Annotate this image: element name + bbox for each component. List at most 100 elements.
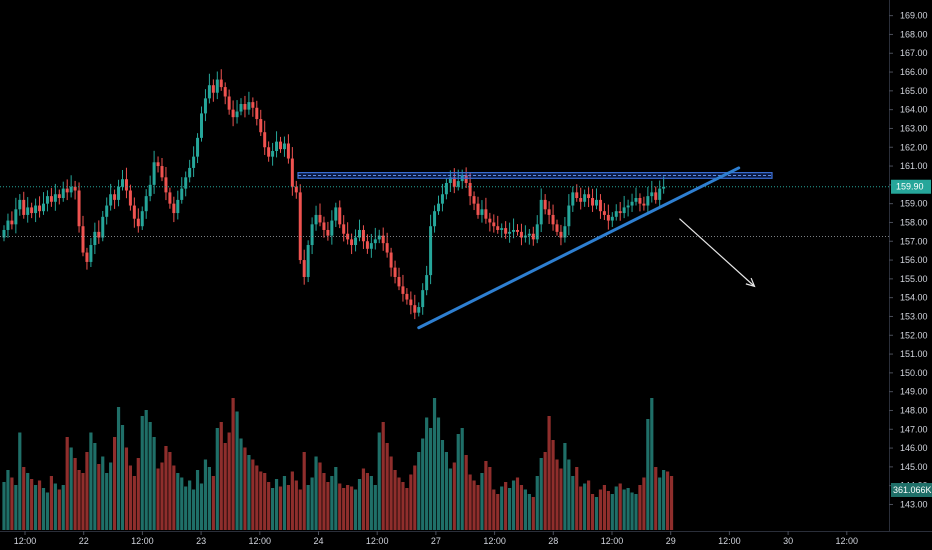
candle-body	[89, 245, 93, 262]
candle-body	[290, 158, 294, 187]
candle-body	[200, 113, 203, 138]
candle-body	[646, 196, 650, 206]
price-tick-label: 163.00	[900, 123, 928, 133]
volume-bar	[239, 438, 243, 530]
candle-body	[140, 211, 144, 227]
candle-body	[401, 286, 405, 294]
candle-body	[314, 214, 318, 225]
volume-bar	[223, 443, 227, 530]
volume-bar	[219, 422, 223, 530]
volume-bar	[128, 465, 132, 530]
volume-bar	[148, 422, 152, 530]
volume-bar	[535, 476, 539, 530]
candle-body	[49, 196, 53, 202]
volume-bar	[267, 482, 271, 530]
candle-body	[547, 209, 551, 215]
candle-body	[437, 203, 440, 212]
drawings-layer	[297, 166, 773, 330]
volume-bar	[41, 488, 46, 530]
price-axis[interactable]: 169.00 168.00 167.00 166.00 165.00 164.00 163.…	[889, 0, 932, 550]
time-tick-label: 28	[548, 536, 558, 546]
candle-body	[346, 233, 350, 240]
time-axis[interactable]: 12:00 22 12:00 23 12:00 24 12:00 27 12:00 28 12:00…	[0, 531, 932, 546]
candle-body	[567, 205, 571, 227]
volume-bar	[555, 459, 559, 530]
price-tick-label: 161.00	[900, 161, 928, 171]
volume-bar	[353, 489, 358, 530]
candle-body	[306, 245, 310, 277]
candle-body	[642, 203, 646, 206]
volume-bar	[452, 462, 456, 530]
price-tick-label: 169.00	[900, 11, 928, 21]
candle-body	[196, 137, 200, 157]
candle-body	[227, 96, 231, 110]
price-tick-label: 154.00	[900, 293, 928, 303]
candle-body	[614, 211, 618, 217]
candle-body	[263, 132, 267, 148]
volume-bar	[101, 456, 105, 530]
price-tick-label: 150.00	[900, 368, 928, 378]
volume-bar	[124, 447, 129, 530]
volume-bar	[432, 398, 437, 530]
candle-body	[464, 175, 468, 183]
volume-bar	[247, 455, 251, 530]
price-tick-label: 146.00	[900, 443, 928, 453]
volume-bar	[602, 485, 606, 530]
volume-bar	[85, 452, 89, 530]
candle-body	[444, 182, 448, 195]
volume-bar	[61, 485, 65, 530]
volume-bar	[77, 470, 81, 530]
candle-body	[73, 186, 77, 191]
volume-bar	[425, 417, 429, 530]
candle-body	[539, 199, 543, 225]
candle-body	[207, 85, 211, 99]
volume-bar	[294, 480, 298, 530]
volume-bar	[559, 468, 563, 530]
candle-body	[330, 220, 334, 236]
volume-bar	[140, 416, 144, 530]
volume-bar	[500, 486, 504, 530]
volume-bar	[658, 477, 662, 530]
candle-body	[405, 293, 409, 300]
candle-body	[610, 216, 614, 221]
candle-body	[492, 222, 496, 227]
volume-bar	[630, 492, 634, 530]
volume-bar	[543, 452, 547, 530]
candle-body	[223, 87, 227, 97]
volume-bar	[215, 428, 219, 530]
candle-body	[559, 231, 563, 238]
candle-body	[662, 186, 666, 189]
volume-bar	[547, 416, 551, 530]
volume-bar	[243, 447, 247, 530]
candle-body	[180, 188, 184, 200]
volume-bar	[342, 488, 346, 530]
candle-body	[121, 179, 124, 187]
volume-bar	[278, 486, 283, 530]
candle-body	[318, 214, 322, 223]
candle-body	[527, 233, 531, 236]
volume-bar	[488, 467, 492, 530]
volume-bar	[523, 489, 527, 530]
candle-body	[361, 229, 365, 242]
candle-body	[42, 203, 45, 212]
candle-body	[409, 299, 413, 306]
volume-bar	[531, 497, 535, 530]
candle-body	[587, 194, 591, 199]
candle-body	[247, 102, 251, 110]
candle-body	[113, 194, 117, 200]
volume-layer	[2, 398, 674, 530]
time-tick-label: 12:00	[601, 536, 624, 546]
last-price-tag	[891, 179, 931, 194]
candle-body	[397, 276, 401, 287]
volume-bar	[365, 473, 369, 530]
volume-bar	[598, 489, 603, 530]
candle-body	[500, 228, 504, 230]
volume-bar	[184, 486, 188, 530]
arrow-head	[745, 277, 756, 288]
volume-bar	[429, 428, 433, 530]
candle-body	[322, 222, 326, 230]
volume-bar	[421, 438, 425, 530]
time-tick-label: 29	[666, 536, 676, 546]
volume-bar	[227, 432, 231, 530]
